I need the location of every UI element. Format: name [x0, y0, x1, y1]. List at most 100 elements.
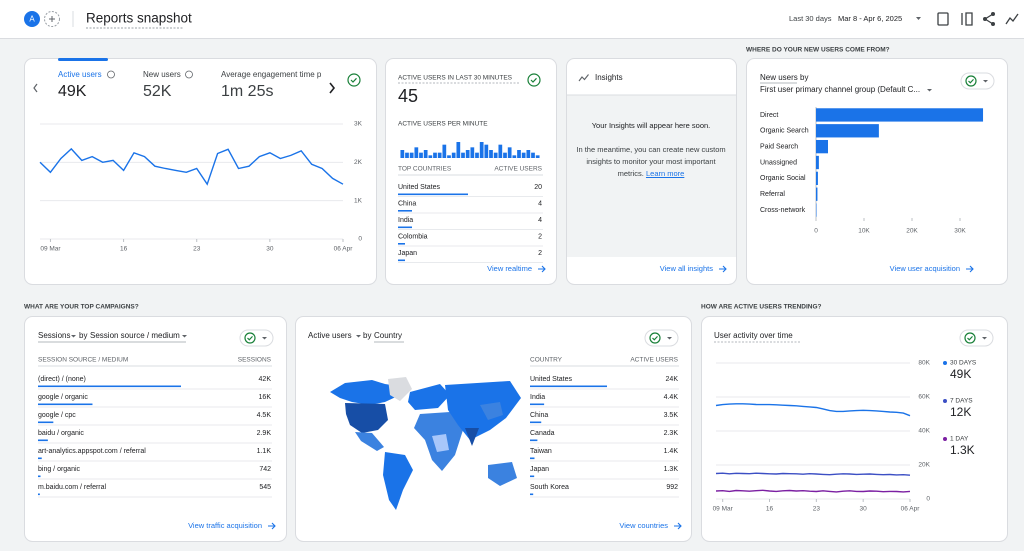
card: [295, 316, 692, 542]
compare-button[interactable]: [960, 72, 995, 90]
region: [465, 428, 479, 446]
caret: [982, 337, 987, 340]
check-icon: [964, 332, 976, 344]
section-heading: HOW ARE ACTIVE USERS TRENDING?: [701, 304, 822, 311]
bar: [484, 144, 489, 158]
dimension-selector[interactable]: Country: [374, 331, 402, 340]
legend-label: 30 DAYS: [950, 360, 977, 367]
bar: [428, 155, 433, 158]
table-cell: 1.1K: [257, 448, 272, 455]
link-arrow[interactable]: [674, 522, 682, 530]
compare-button[interactable]: [959, 329, 994, 347]
bar: [535, 155, 540, 158]
note-icon[interactable]: [937, 12, 949, 26]
link[interactable]: View traffic acquisition: [188, 521, 262, 530]
date-caret[interactable]: [916, 17, 921, 20]
x-tick-label: 23: [193, 246, 201, 253]
table-cell: China: [398, 200, 416, 207]
link[interactable]: View countries: [619, 521, 668, 530]
caret[interactable]: [71, 335, 76, 338]
link-arrow[interactable]: [538, 265, 546, 273]
y-tick-label: 0: [358, 236, 362, 243]
x-tick-label: 06 Apr: [901, 506, 921, 513]
link[interactable]: View user acquisition: [890, 264, 960, 273]
table-bar: [38, 493, 40, 496]
table-bar: [530, 439, 538, 442]
region: [480, 402, 503, 420]
tab-label[interactable]: Average engagement time p: [221, 70, 322, 79]
y-tick-label: 40K: [918, 428, 930, 435]
realtime-value: 45: [398, 86, 418, 106]
table-cell: 742: [259, 466, 271, 473]
date-range[interactable]: Mar 8 - Apr 6, 2025: [838, 14, 902, 23]
bar: [470, 147, 475, 158]
caret[interactable]: [927, 89, 932, 92]
tab-value: 1m 25s: [221, 83, 273, 100]
table-bar: [38, 421, 54, 424]
next-arrow[interactable]: [329, 82, 336, 94]
status-icon: [347, 73, 361, 87]
add-comparison[interactable]: [44, 11, 60, 27]
bar: [503, 152, 507, 158]
table-header: SESSION SOURCE / MEDIUM: [38, 357, 128, 364]
dimension-selector[interactable]: First user primary channel group (Defaul…: [760, 85, 920, 94]
region: [345, 403, 388, 433]
link[interactable]: View all insights: [660, 264, 713, 273]
x-tick-label: 10K: [858, 228, 870, 235]
check-mark: [530, 77, 537, 83]
table-cell: m.baidu.com / referral: [38, 484, 107, 491]
link[interactable]: View realtime: [487, 264, 532, 273]
world-map: [330, 377, 521, 510]
region: [388, 377, 412, 401]
caret[interactable]: [356, 335, 361, 338]
tab-label[interactable]: Active users: [58, 70, 102, 79]
bar: [400, 150, 405, 158]
bar: [437, 152, 442, 158]
table-cell: Japan: [398, 250, 417, 257]
table-header: ACTIVE USERS: [494, 166, 542, 173]
bar: [409, 152, 414, 158]
insights-headline: Your Insights will appear here soon.: [592, 121, 711, 130]
metric-selector[interactable]: Active users: [308, 331, 352, 340]
series-line: [715, 472, 911, 476]
link-arrow[interactable]: [966, 265, 974, 273]
table-cell: India: [530, 394, 545, 401]
check-mark: [247, 335, 253, 341]
compare-icon[interactable]: [961, 12, 973, 26]
x-tick-label: 16: [120, 246, 128, 253]
tab-label[interactable]: New users: [143, 70, 181, 79]
bar: [517, 150, 521, 158]
page-title: Reports snapshot: [86, 11, 192, 26]
check-mark: [652, 335, 658, 341]
region: [488, 462, 517, 486]
avatar[interactable]: [24, 11, 40, 27]
link-arrow[interactable]: [719, 265, 727, 273]
x-tick-label: 16: [766, 506, 774, 513]
insights-icon[interactable]: [1005, 13, 1019, 25]
bar: [442, 144, 447, 158]
table-bar: [38, 403, 93, 406]
table-cell: South Korea: [530, 484, 569, 491]
table-cell: bing / organic: [38, 466, 81, 473]
bar: [816, 108, 984, 122]
region: [432, 434, 449, 452]
bar: [816, 187, 818, 201]
compare-button[interactable]: [239, 329, 274, 347]
bar: [479, 142, 484, 158]
prev-arrow[interactable]: [33, 83, 38, 93]
caret[interactable]: [182, 335, 187, 338]
table-bar: [38, 439, 48, 442]
dimension-selector[interactable]: Session source / medium: [90, 331, 180, 340]
learn-more-link[interactable]: Learn more: [645, 169, 685, 178]
metric-selector[interactable]: Sessions: [38, 331, 70, 340]
legend-dot: [943, 399, 947, 403]
link-arrow[interactable]: [268, 522, 276, 530]
compare-button[interactable]: [644, 329, 679, 347]
card: [385, 58, 557, 285]
region: [355, 432, 384, 451]
table-cell: google / organic: [38, 394, 88, 401]
table-bar: [398, 243, 405, 245]
insights-body: In the meantime, you can create new cust…: [574, 144, 728, 180]
metric-selector[interactable]: New users: [760, 73, 798, 82]
bar: [512, 155, 517, 158]
